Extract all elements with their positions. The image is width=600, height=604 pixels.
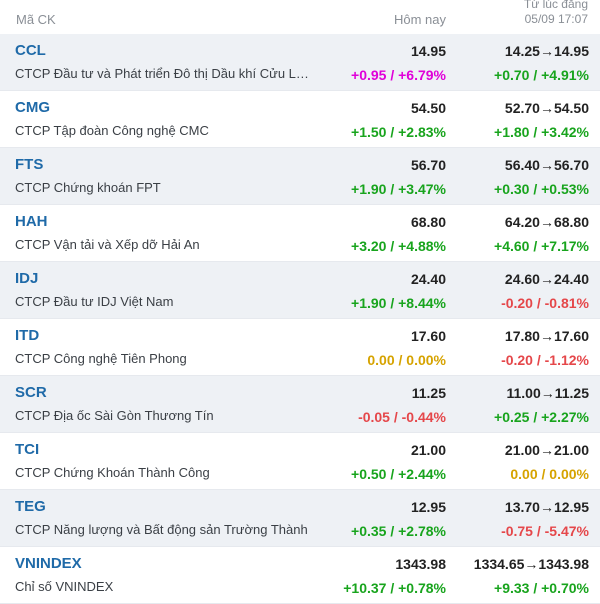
change-since-posted: +9.33 / +0.70% [494, 580, 589, 596]
change-since-posted: -0.75 / -5.47% [501, 523, 589, 539]
price-today: 24.40 [410, 271, 446, 287]
column-header-since-posted: Từ lúc đăng 05/09 17:07 [524, 0, 588, 27]
change-since-posted: +4.60 / +7.17% [494, 238, 589, 254]
stock-name: CTCP Tập đoàn Công nghệ CMC [15, 123, 209, 138]
price-since-posted: 13.70→12.95 [504, 499, 589, 515]
stock-row-hah[interactable]: HAH CTCP Vận tải và Xếp dỡ Hải An 68.80 +3.… [0, 205, 600, 262]
change-today: +0.50 / +2.44% [351, 466, 446, 482]
stock-code[interactable]: TEG [15, 498, 46, 515]
stock-row-ccl[interactable]: CCL CTCP Đầu tư và Phát triển Đô thị Dầu … [0, 34, 600, 91]
stock-code[interactable]: TCI [15, 441, 40, 458]
stock-name: CTCP Vận tải và Xếp dỡ Hải An [15, 237, 200, 252]
stock-row-teg[interactable]: TEG CTCP Năng lượng và Bất động sản Trườn… [0, 490, 600, 547]
price-since-posted: 52.70→54.50 [504, 100, 589, 116]
change-today: +0.95 / +6.79% [351, 67, 446, 83]
stock-row-vnindex[interactable]: VNINDEX Chỉ số VNINDEX 1343.98 +10.37 / +0.… [0, 547, 600, 604]
stock-row-idj[interactable]: IDJ CTCP Đầu tư IDJ Việt Nam 24.40 +1.90 / … [0, 262, 600, 319]
price-today: 54.50 [410, 100, 446, 116]
stock-name: CTCP Đầu tư và Phát triển Đô thị Dầu khí… [15, 66, 315, 81]
price-today: 11.25 [411, 385, 446, 401]
change-today: +1.90 / +3.47% [351, 181, 446, 197]
stock-row-cmg[interactable]: CMG CTCP Tập đoàn Công nghệ CMC 54.50 +1.50… [0, 91, 600, 148]
price-since-posted: 11.00→11.25 [506, 385, 589, 401]
stock-row-scr[interactable]: SCR CTCP Địa ốc Sài Gòn Thương Tín 11.25 -0… [0, 376, 600, 433]
stock-row-itd[interactable]: ITD CTCP Công nghệ Tiên Phong 17.60 0.00 / … [0, 319, 600, 376]
stock-name: CTCP Đầu tư IDJ Việt Nam [15, 294, 174, 309]
stock-name: CTCP Chứng khoán FPT [15, 180, 161, 195]
change-since-posted: -0.20 / -1.12% [501, 352, 589, 368]
price-today: 1343.98 [395, 556, 446, 572]
change-today: +10.37 / +0.78% [343, 580, 446, 596]
price-today: 14.95 [410, 43, 446, 59]
stock-name: CTCP Năng lượng và Bất động sản Trường T… [15, 522, 308, 537]
table-header: Mã CK Hôm nay Từ lúc đăng 05/09 17:07 [0, 0, 600, 34]
stock-name: CTCP Chứng Khoán Thành Công [15, 465, 210, 480]
price-since-posted: 56.40→56.70 [504, 157, 589, 173]
price-today: 12.95 [410, 499, 446, 515]
stock-code[interactable]: IDJ [15, 270, 39, 287]
change-today: +1.50 / +2.83% [351, 124, 446, 140]
change-since-posted: +0.25 / +2.27% [494, 409, 589, 425]
stock-code[interactable]: HAH [15, 213, 48, 230]
change-today: +1.90 / +8.44% [351, 295, 446, 311]
change-since-posted: +0.70 / +4.91% [494, 67, 589, 83]
change-today: +3.20 / +4.88% [351, 238, 446, 254]
price-today: 21.00 [410, 442, 446, 458]
stock-row-tci[interactable]: TCI CTCP Chứng Khoán Thành Công 21.00 +0.50… [0, 433, 600, 490]
price-since-posted: 17.80→17.60 [504, 328, 589, 344]
price-today: 56.70 [410, 157, 446, 173]
stock-code[interactable]: CMG [15, 99, 50, 116]
column-header-code: Mã CK [16, 12, 56, 27]
price-today: 68.80 [410, 214, 446, 230]
stock-code[interactable]: SCR [15, 384, 47, 401]
stock-row-fts[interactable]: FTS CTCP Chứng khoán FPT 56.70 +1.90 / +3.4… [0, 148, 600, 205]
price-today: 17.60 [410, 328, 446, 344]
price-since-posted: 14.25→14.95 [504, 43, 589, 59]
stock-code[interactable]: FTS [15, 156, 44, 173]
stock-code[interactable]: VNINDEX [15, 555, 82, 572]
change-since-posted: 0.00 / 0.00% [510, 466, 589, 482]
since-time: 05/09 17:07 [524, 12, 588, 26]
change-since-posted: -0.20 / -0.81% [501, 295, 589, 311]
stock-name: CTCP Công nghệ Tiên Phong [15, 351, 187, 366]
price-since-posted: 21.00→21.00 [504, 442, 589, 458]
stock-list: CCL CTCP Đầu tư và Phát triển Đô thị Dầu … [0, 34, 600, 604]
change-since-posted: +0.30 / +0.53% [494, 181, 589, 197]
price-since-posted: 1334.65→1343.98 [473, 556, 589, 572]
change-today: +0.35 / +2.78% [351, 523, 446, 539]
price-since-posted: 64.20→68.80 [504, 214, 589, 230]
change-today: 0.00 / 0.00% [367, 352, 446, 368]
since-label: Từ lúc đăng [523, 0, 588, 11]
change-since-posted: +1.80 / +3.42% [494, 124, 589, 140]
stock-name: CTCP Địa ốc Sài Gòn Thương Tín [15, 408, 214, 423]
stock-name: Chỉ số VNINDEX [15, 579, 114, 594]
stock-code[interactable]: CCL [15, 42, 46, 59]
column-header-today: Hôm nay [393, 12, 446, 27]
price-since-posted: 24.60→24.40 [504, 271, 589, 287]
change-today: -0.05 / -0.44% [358, 409, 446, 425]
stock-code[interactable]: ITD [15, 327, 40, 344]
